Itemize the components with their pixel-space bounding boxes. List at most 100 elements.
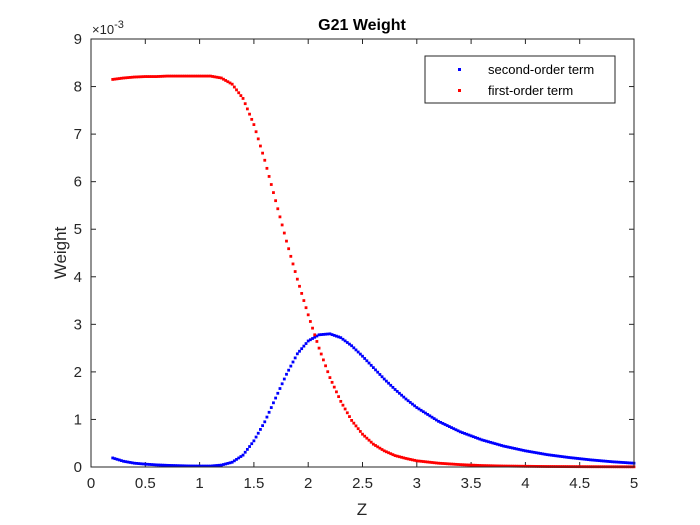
y-tick-label: 9 — [74, 31, 82, 48]
data-point — [528, 464, 532, 468]
data-point — [478, 464, 482, 467]
data-point — [361, 432, 364, 436]
data-point — [413, 404, 417, 408]
data-point — [113, 77, 117, 81]
data-point — [606, 459, 610, 463]
data-point — [148, 75, 152, 78]
data-point — [141, 75, 145, 79]
data-point — [365, 436, 369, 440]
data-point — [200, 464, 204, 468]
data-point — [211, 75, 215, 78]
data-point — [298, 349, 301, 353]
data-point — [593, 458, 597, 462]
data-point — [493, 442, 497, 445]
data-point — [434, 461, 438, 465]
data-point — [602, 459, 605, 463]
data-point — [541, 465, 545, 468]
data-point — [478, 437, 482, 441]
data-point — [371, 366, 375, 370]
data-point — [143, 462, 147, 466]
data-point — [424, 411, 427, 415]
data-point — [300, 347, 304, 351]
data-point — [510, 446, 514, 450]
data-point — [165, 463, 169, 467]
data-point — [452, 427, 456, 431]
data-point — [178, 74, 182, 78]
data-point — [324, 364, 327, 368]
data-point — [613, 460, 616, 464]
data-point — [248, 112, 251, 116]
data-point — [256, 137, 260, 141]
data-point — [193, 464, 197, 468]
data-point — [350, 419, 354, 422]
data-point — [159, 463, 162, 467]
data-point — [245, 448, 249, 451]
data-point — [252, 439, 256, 443]
data-point — [313, 333, 317, 337]
data-point — [497, 443, 501, 447]
data-point — [313, 335, 317, 339]
data-point — [146, 462, 149, 466]
data-point — [326, 332, 330, 336]
x-tick-label: 0.5 — [135, 475, 156, 492]
data-point — [378, 446, 382, 450]
data-point — [196, 74, 199, 78]
data-point — [304, 306, 308, 310]
data-point — [443, 462, 447, 466]
data-point — [358, 430, 362, 433]
y-axis-ticks: 0 1 2 3 4 5 6 7 8 9 — [74, 31, 634, 476]
data-point — [326, 370, 330, 374]
data-point — [224, 79, 228, 82]
data-point — [341, 337, 345, 341]
data-point — [302, 344, 306, 348]
data-point — [504, 445, 508, 448]
data-point — [337, 335, 341, 339]
data-point — [130, 75, 134, 79]
y-tick-label: 7 — [74, 126, 82, 143]
data-point — [376, 370, 380, 374]
data-point — [489, 464, 493, 468]
data-point — [306, 313, 310, 317]
data-point — [439, 420, 443, 424]
data-point — [560, 455, 564, 459]
data-point — [573, 456, 577, 460]
data-point — [228, 81, 232, 85]
data-point — [339, 336, 343, 340]
data-point — [191, 464, 195, 468]
data-point — [469, 463, 473, 467]
data-point — [530, 464, 534, 468]
data-point — [589, 458, 592, 462]
data-point — [215, 464, 219, 467]
data-point — [298, 284, 301, 288]
legend-swatch-second-order — [458, 68, 461, 71]
data-point — [206, 74, 210, 78]
data-point — [384, 379, 388, 383]
data-point — [219, 76, 223, 80]
data-point — [354, 424, 358, 428]
data-point — [200, 74, 204, 78]
data-point — [317, 346, 321, 350]
data-point — [426, 413, 430, 416]
data-point — [391, 385, 395, 389]
data-point — [426, 460, 430, 464]
x-tick-label: 1.5 — [243, 475, 264, 492]
data-point — [482, 464, 486, 468]
data-point — [122, 459, 125, 463]
data-point — [445, 424, 449, 427]
data-point — [376, 445, 380, 449]
data-point — [582, 457, 586, 461]
data-point — [461, 463, 464, 467]
data-point — [172, 74, 175, 78]
data-point — [343, 407, 347, 411]
data-point — [154, 463, 158, 467]
data-point — [443, 423, 447, 426]
data-point — [374, 368, 377, 372]
data-point — [430, 461, 434, 464]
data-point — [404, 457, 408, 460]
data-point — [120, 76, 123, 80]
data-point — [341, 403, 345, 407]
data-point — [193, 74, 197, 78]
data-point — [139, 75, 143, 79]
data-point — [133, 75, 136, 79]
data-point — [482, 439, 486, 442]
